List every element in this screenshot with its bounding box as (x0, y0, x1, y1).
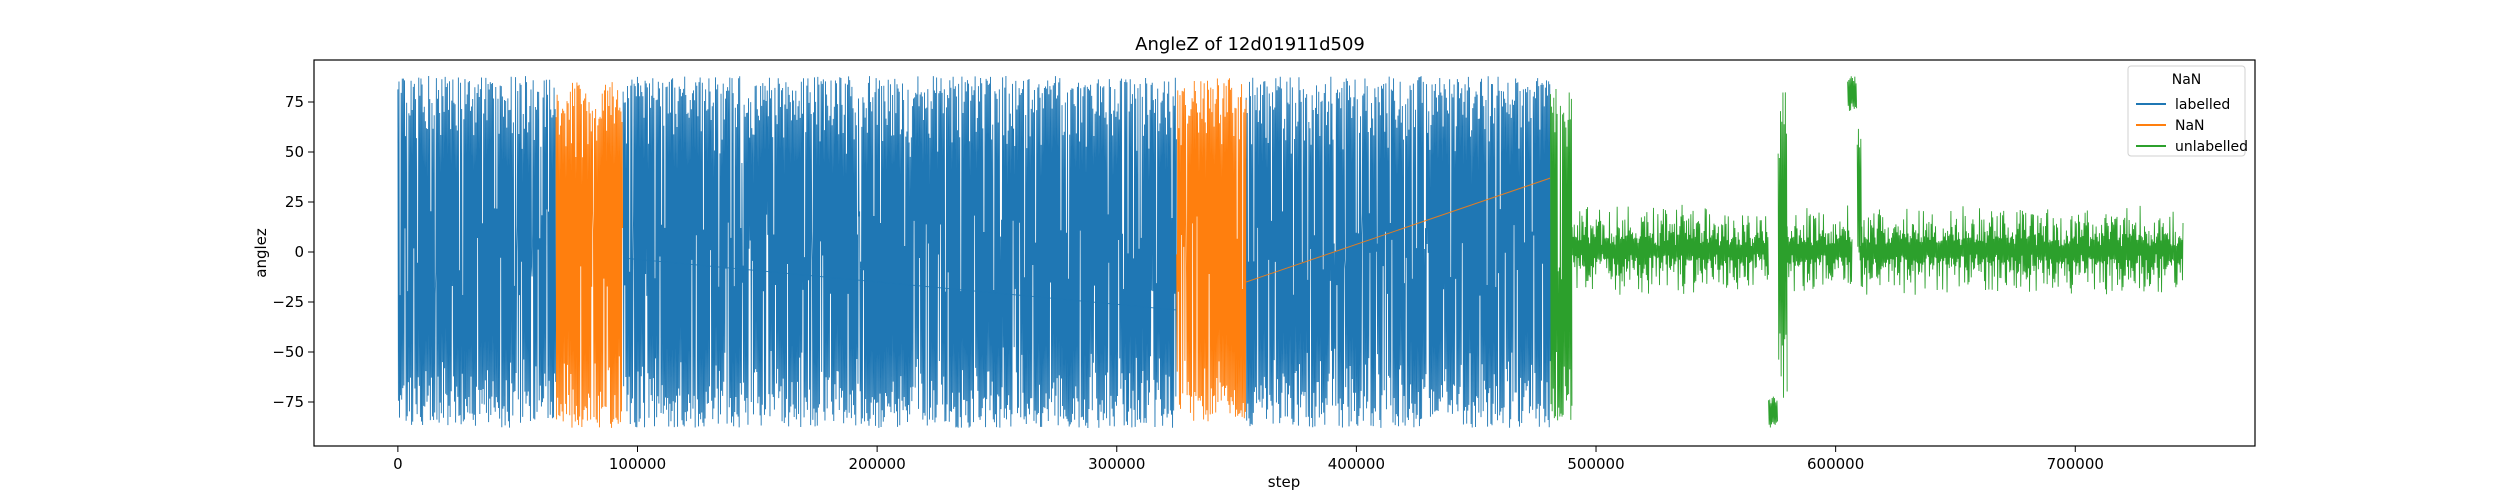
series-line (1780, 205, 1853, 292)
x-axis-label: step (1268, 473, 1300, 491)
legend: NaN labelled NaN unlabelled (2127, 65, 2248, 157)
series-segment (1176, 78, 1247, 422)
series-segment (1245, 76, 1551, 428)
chart-title: AngleZ of 12d01911d509 (1135, 34, 1365, 55)
x-tick-label: 300000 (1088, 455, 1145, 473)
y-tick-label: −50 (272, 343, 304, 361)
y-tick-label: −75 (272, 393, 304, 411)
series-segment (1780, 205, 1853, 292)
x-tick-label: 600000 (1807, 455, 1864, 473)
y-tick-label: 50 (285, 143, 304, 161)
series-segment (397, 76, 557, 428)
series-spike (1847, 76, 1858, 111)
series-spike (1777, 92, 1788, 398)
series-segment (1571, 204, 1769, 295)
x-tick-label: 400000 (1328, 455, 1385, 473)
series-connector (1245, 177, 1551, 283)
legend-entry: NaN (2136, 118, 2205, 134)
series-segment (1550, 88, 1573, 421)
y-tick-label: −25 (272, 293, 304, 311)
legend-box (2127, 65, 2246, 157)
legend-entry: unlabelled (2136, 139, 2248, 155)
series-nan (555, 78, 1551, 428)
y-axis-label: anglez (252, 228, 270, 278)
series-line (1176, 78, 1247, 422)
y-tick-label: 75 (285, 93, 304, 111)
x-tick-label: 100000 (609, 455, 666, 473)
y-axis: 75 50 25 0 −25 −50 −75 (272, 93, 314, 411)
series-line (1550, 88, 1573, 421)
series-line (397, 76, 557, 428)
series-line (1859, 205, 2184, 295)
series-line (622, 76, 1177, 428)
legend-label: labelled (2175, 97, 2230, 113)
series-segment (1859, 205, 2184, 295)
series-spike (1856, 128, 1862, 253)
series-segment (555, 82, 624, 428)
series-segment (622, 76, 1177, 428)
series-spike (1768, 396, 1778, 428)
legend-title: NaN (2172, 72, 2202, 88)
x-tick-label: 0 (393, 455, 403, 473)
series-connector (623, 257, 1177, 311)
series-line (1571, 204, 1769, 295)
legend-entry: labelled (2136, 97, 2230, 113)
series-line (1245, 76, 1551, 428)
series-labelled (397, 76, 1551, 428)
series-unlabelled (1550, 76, 2184, 428)
y-tick-label: 0 (294, 243, 304, 261)
x-tick-label: 700000 (2047, 455, 2104, 473)
plot-area (397, 76, 2184, 428)
x-tick-label: 200000 (848, 455, 905, 473)
plot-frame (313, 59, 2256, 447)
x-axis: 0 100000 200000 300000 400000 500000 600000 700… (393, 446, 2104, 473)
legend-label: NaN (2175, 118, 2205, 134)
x-tick-label: 500000 (1567, 455, 1624, 473)
y-tick-label: 25 (285, 193, 304, 211)
legend-label: unlabelled (2175, 139, 2248, 155)
series-line (555, 82, 624, 428)
